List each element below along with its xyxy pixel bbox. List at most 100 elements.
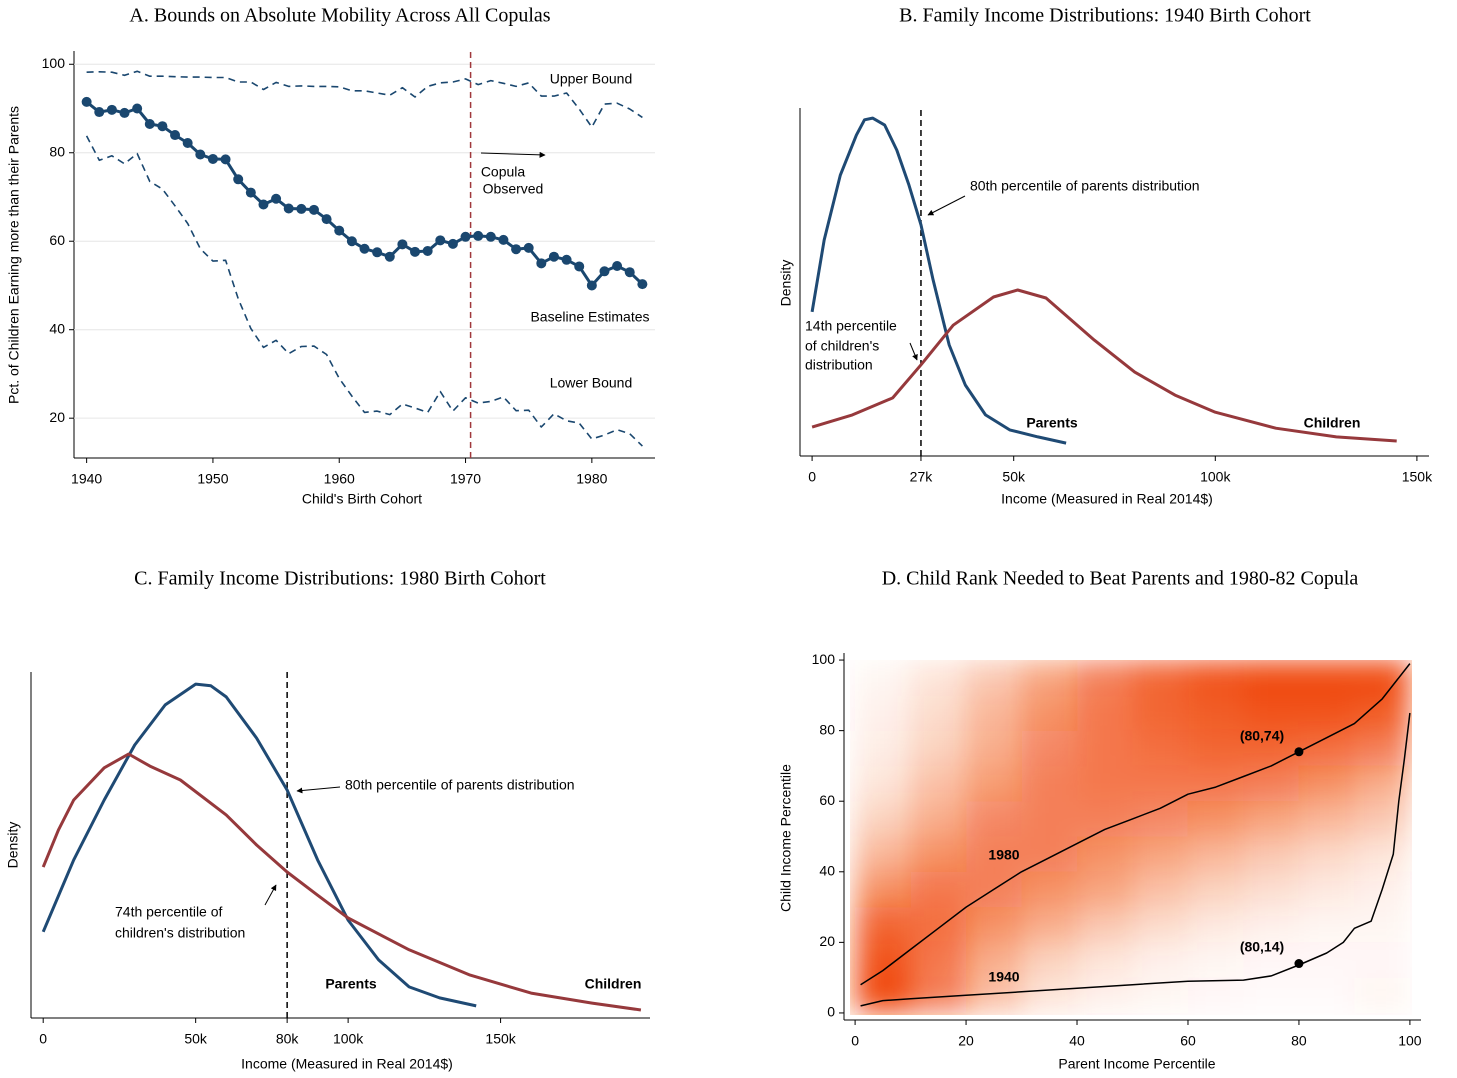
heatmap-cell xyxy=(1187,765,1244,802)
heatmap-cell xyxy=(1243,801,1299,837)
data-point xyxy=(106,104,117,115)
annotation-arrow xyxy=(927,195,966,216)
series-line xyxy=(85,100,644,287)
series-line xyxy=(811,288,1397,443)
heatmap-cell xyxy=(1298,836,1355,872)
highlight-label: (80,74) xyxy=(1240,728,1284,744)
heatmap-cell xyxy=(910,871,967,908)
x-tick-label: 80k xyxy=(276,1031,300,1047)
heatmap-cell xyxy=(1077,695,1133,731)
series-line xyxy=(860,712,1411,1007)
heatmap-cell xyxy=(1243,695,1299,731)
data-point xyxy=(574,261,585,272)
data-point xyxy=(447,238,458,249)
x-tick-label: 0 xyxy=(39,1031,47,1047)
heatmap-cell xyxy=(1077,977,1133,1013)
annotation: 80th percentile of parents distribution xyxy=(345,777,575,793)
heatmap-cell xyxy=(1298,765,1355,802)
annotation: 74th percentile of xyxy=(115,904,223,920)
y-tick-label: 80 xyxy=(819,721,835,737)
data-point xyxy=(195,149,206,160)
heatmap-cell xyxy=(855,907,911,943)
heatmap-cell xyxy=(1077,942,1133,978)
data-point xyxy=(346,236,357,247)
heatmap-cell xyxy=(1354,942,1409,977)
data-point xyxy=(498,234,509,245)
heatmap-cell xyxy=(910,730,967,766)
x-tick-label: 0 xyxy=(808,469,816,485)
x-tick-label: 1970 xyxy=(450,471,481,487)
heatmap-cell xyxy=(1187,801,1244,837)
data-point xyxy=(233,174,244,185)
data-point xyxy=(119,107,130,118)
chart-title: B. Family Income Distributions: 1940 Bir… xyxy=(899,5,1311,27)
y-tick-label: 20 xyxy=(819,933,835,949)
highlight-label: (80,14) xyxy=(1240,939,1284,955)
heatmap-cell xyxy=(1354,660,1410,696)
series-label: Lower Bound xyxy=(550,375,633,391)
heatmap-cell xyxy=(1077,801,1133,837)
data-point xyxy=(372,247,383,258)
y-tick-label: 20 xyxy=(49,409,65,425)
heatmap-cell xyxy=(1243,907,1299,943)
x-tick-label: 100 xyxy=(1398,1033,1422,1049)
heatmap-cell xyxy=(966,907,1022,943)
heatmap-cell xyxy=(1354,730,1410,766)
y-tick-label: 60 xyxy=(49,232,65,248)
y-tick-label: 100 xyxy=(812,651,836,667)
y-tick-label: 60 xyxy=(819,792,835,808)
heatmap-cell xyxy=(1354,801,1410,837)
heatmap-cell xyxy=(1077,836,1133,872)
heatmap-cell xyxy=(1298,695,1355,731)
data-point xyxy=(321,214,332,225)
data-point xyxy=(536,258,547,269)
data-point xyxy=(308,204,319,215)
annotation: of children's xyxy=(805,338,879,354)
series-line xyxy=(810,116,1067,445)
heatmap-cell xyxy=(1132,730,1188,766)
data-point xyxy=(473,230,484,241)
x-tick-label: 80 xyxy=(1291,1033,1307,1049)
heatmap-cell xyxy=(1299,978,1354,1013)
heatmap-cell xyxy=(855,836,911,872)
data-point xyxy=(258,199,269,210)
heatmap-cell xyxy=(1077,907,1133,943)
x-tick-label: 150k xyxy=(1402,469,1433,485)
heatmap-cell xyxy=(1132,695,1188,731)
series-line xyxy=(41,682,477,1008)
heatmap-cell xyxy=(1187,660,1244,696)
heatmap-cell xyxy=(1243,660,1299,696)
x-tick-label: 1960 xyxy=(324,471,355,487)
x-tick-label: 20 xyxy=(958,1033,974,1049)
data-point xyxy=(81,96,92,107)
series-line xyxy=(41,752,642,1012)
x-axis-label: Child's Birth Cohort xyxy=(302,491,422,507)
data-point xyxy=(271,193,282,204)
heatmap-cell xyxy=(1187,695,1244,731)
data-point xyxy=(511,244,522,255)
heatmap-cell xyxy=(1132,871,1188,908)
heatmap-cell xyxy=(1188,978,1243,1013)
heatmap-cell xyxy=(966,801,1022,837)
annotation: 14th percentile xyxy=(805,318,897,334)
x-tick-label: 1940 xyxy=(71,471,102,487)
series-label: Upper Bound xyxy=(550,71,633,87)
series-label: Parents xyxy=(1026,415,1078,431)
y-tick-label: 100 xyxy=(42,55,66,71)
data-point xyxy=(397,239,408,250)
heatmap-cell xyxy=(1077,871,1133,908)
y-tick-label: 40 xyxy=(819,862,835,878)
heatmap-cell xyxy=(1243,730,1299,766)
heatmap-cell xyxy=(910,942,967,978)
heatmap-cell xyxy=(855,977,911,1013)
heatmap-cell xyxy=(1243,836,1299,872)
x-tick-label: 27k xyxy=(910,469,934,485)
data-point xyxy=(624,267,635,278)
heatmap-cell xyxy=(966,836,1022,872)
heatmap-cell xyxy=(1021,942,1078,978)
series-label: Baseline Estimates xyxy=(530,309,649,325)
x-tick-label: 1950 xyxy=(197,471,228,487)
heatmap-cell xyxy=(1243,765,1299,802)
data-point xyxy=(132,103,143,114)
data-point xyxy=(245,187,256,198)
